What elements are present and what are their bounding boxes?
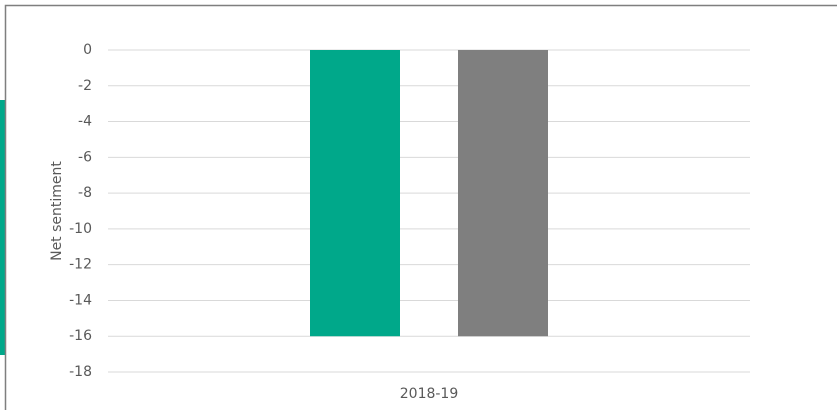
y-tick-label: -12: [69, 257, 92, 273]
y-axis-title: Net sentiment: [49, 161, 65, 261]
frame: [4, 4, 837, 410]
y-tick-label: -6: [78, 149, 92, 165]
y-tick-label: -8: [78, 185, 92, 201]
y-tick-label: -18: [69, 364, 92, 380]
y-tick-label: -10: [69, 221, 92, 237]
bar: [310, 50, 400, 337]
x-tick-label: 2018-19: [400, 386, 459, 402]
y-tick-label: -16: [69, 328, 92, 344]
y-tick-label: -14: [69, 292, 92, 308]
y-tick-label: -4: [78, 114, 92, 130]
side-accent: [0, 100, 5, 355]
bar: [458, 50, 548, 337]
y-tick-label: -2: [78, 78, 92, 94]
y-tick-label: 0: [83, 42, 92, 58]
